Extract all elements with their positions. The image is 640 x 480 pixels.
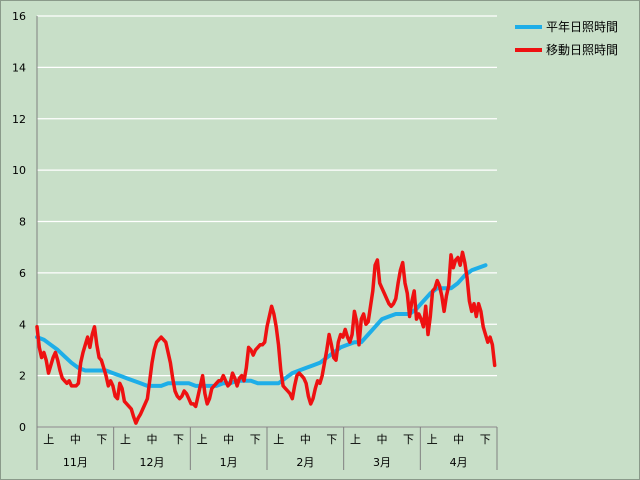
decade-label: 下 [96, 433, 107, 446]
decade-label: 下 [403, 433, 414, 446]
y-axis-ticks: 0 2 4 6 8 10 12 14 16 [12, 10, 26, 434]
month-label: 11月 [63, 456, 88, 469]
y-tick-label: 12 [12, 113, 26, 126]
decade-label: 中 [70, 433, 81, 446]
y-tick-label: 0 [19, 421, 26, 434]
month-label: 12月 [140, 456, 165, 469]
decade-label: 下 [173, 433, 184, 446]
decade-label: 上 [120, 433, 131, 446]
y-tick-label: 16 [12, 10, 26, 23]
decade-label: 中 [223, 433, 234, 446]
series-line-1 [35, 250, 497, 425]
legend-label-1: 移動日照時間 [546, 43, 618, 57]
y-tick-label: 6 [19, 267, 26, 280]
decade-label: 中 [453, 433, 464, 446]
month-label: 3月 [373, 456, 391, 469]
y-tick-label: 8 [19, 216, 26, 229]
month-label: 2月 [296, 456, 314, 469]
decade-label: 上 [350, 433, 361, 446]
decade-label: 下 [250, 433, 261, 446]
y-tick-label: 10 [12, 164, 26, 177]
y-tick-label: 2 [19, 370, 26, 383]
y-tick-label: 14 [12, 61, 26, 74]
month-label: 1月 [220, 456, 238, 469]
month-label: 4月 [450, 456, 468, 469]
decade-label: 上 [427, 433, 438, 446]
decade-label: 中 [300, 433, 311, 446]
decade-label: 上 [197, 433, 208, 446]
legend-label-0: 平年日照時間 [546, 20, 618, 34]
series-lines [35, 250, 497, 425]
decade-label: 上 [273, 433, 284, 446]
decade-label: 下 [326, 433, 337, 446]
decade-label: 中 [147, 433, 158, 446]
decade-label: 中 [377, 433, 388, 446]
y-tick-label: 4 [19, 318, 26, 331]
decade-label: 上 [43, 433, 54, 446]
x-axis: 上中下11月上中下12月上中下1月上中下2月上中下3月上中下4月 [36, 16, 498, 470]
decade-label: 下 [480, 433, 491, 446]
